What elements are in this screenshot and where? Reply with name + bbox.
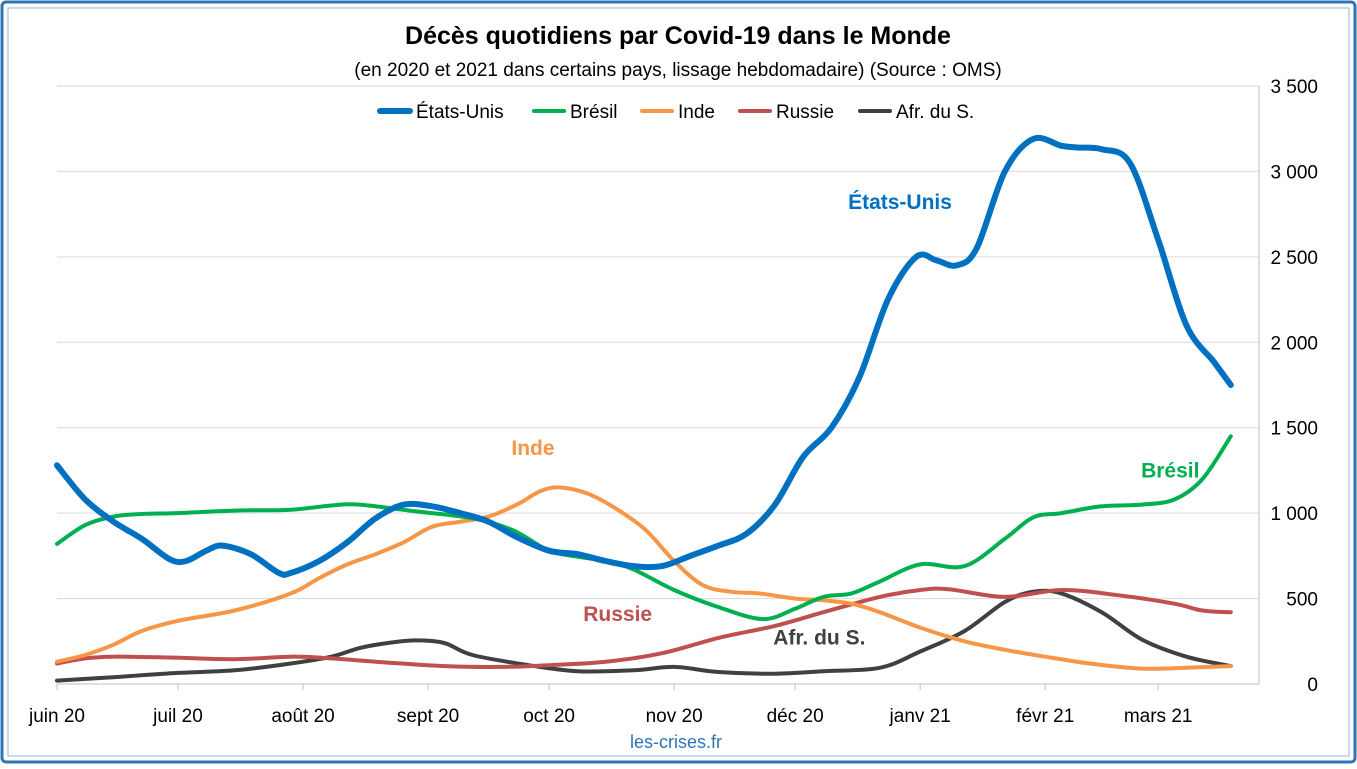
legend-label: Inde (678, 102, 715, 123)
chart-title: Décès quotidiens par Covid-19 dans le Mo… (405, 22, 951, 50)
series-line-2 (55, 485, 1233, 671)
series-annotation: Afr. du S. (773, 627, 865, 650)
x-tick-label: déc 20 (767, 706, 824, 727)
series-line-0 (54, 135, 1234, 578)
series-line-3 (55, 586, 1233, 669)
y-tick-label: 0 (1307, 675, 1318, 696)
series-annotation: Inde (511, 437, 554, 460)
y-tick-label: 1 500 (1270, 419, 1318, 440)
series-annotation: Russie (583, 603, 652, 626)
series-annotation: Brésil (1141, 459, 1199, 482)
chart-subtitle: (en 2020 et 2021 dans certains pays, lis… (354, 60, 1001, 81)
inner-border (7, 7, 1350, 757)
legend-label: États-Unis (416, 102, 504, 123)
legend: États-Unis Brésil Inde Russie Afr. du S. (377, 102, 974, 123)
series-annotation: États-Unis (848, 191, 952, 214)
legend-label: Afr. du S. (896, 102, 974, 123)
y-tick-label: 2 000 (1270, 333, 1318, 354)
series-line-1 (55, 434, 1233, 622)
legend-label: Brésil (570, 102, 618, 123)
series-lines (54, 135, 1234, 683)
x-tick-label: sept 20 (397, 706, 459, 727)
annotations: États-Unis Inde Brésil Russie Afr. du S. (511, 191, 1199, 650)
credit-text: les-crises.fr (630, 732, 722, 752)
y-tick-label: 1 000 (1270, 504, 1318, 525)
x-tick-label: févr 21 (1016, 706, 1074, 727)
y-tick-label: 3 500 (1270, 77, 1318, 98)
x-tick-label: juin 20 (28, 706, 85, 727)
y-tick-label: 2 500 (1270, 248, 1318, 269)
legend-label: Russie (776, 102, 834, 123)
x-tick-label: oct 20 (523, 706, 575, 727)
x-tick-label: janv 21 (889, 706, 951, 727)
y-tick-label: 3 000 (1270, 162, 1318, 183)
x-tick-label: août 20 (271, 706, 334, 727)
y-tick-label: 500 (1286, 590, 1318, 611)
x-tick-label: juil 20 (152, 706, 203, 727)
y-axis: 0 500 1 000 1 500 2 000 2 500 3 000 3 500 (1258, 77, 1318, 696)
x-tick-label: nov 20 (646, 706, 703, 727)
x-tick-label: mars 21 (1124, 706, 1193, 727)
x-axis: juin 20 juil 20 août 20 sept 20 oct 20 nov 20… (28, 683, 1259, 727)
